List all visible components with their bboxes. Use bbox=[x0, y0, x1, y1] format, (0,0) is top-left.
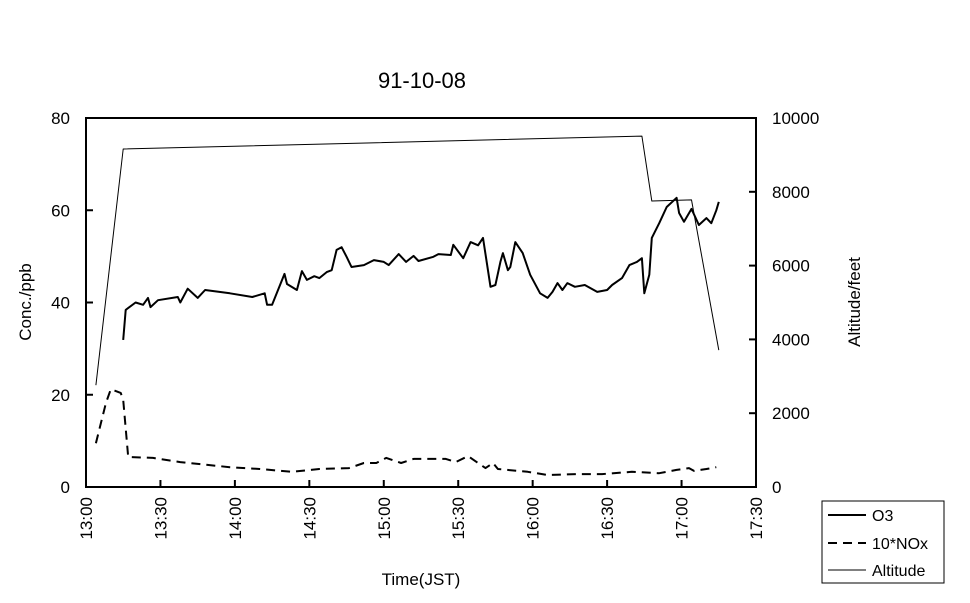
y2-axis-label: Altitude/feet bbox=[845, 257, 864, 347]
y2-tick-label: 0 bbox=[772, 478, 781, 497]
y-tick-label: 60 bbox=[51, 201, 70, 220]
x-tick-label: 17:00 bbox=[673, 497, 692, 540]
plot-area bbox=[85, 117, 757, 488]
series-line-o3 bbox=[122, 196, 720, 340]
y2-tick-label: 8000 bbox=[772, 183, 810, 202]
chart-title: 91-10-08 bbox=[378, 68, 466, 93]
legend-label-o3: O3 bbox=[872, 508, 893, 525]
x-tick-label: 16:30 bbox=[598, 497, 617, 540]
y-axis-label: Conc./ppb bbox=[16, 263, 35, 341]
y-tick-label: 20 bbox=[51, 386, 70, 405]
series-line-10-nox bbox=[94, 388, 717, 476]
x-tick-label: 14:30 bbox=[300, 497, 319, 540]
x-tick-label: 15:00 bbox=[375, 497, 394, 540]
x-tick-label: 14:00 bbox=[226, 497, 245, 540]
legend-label-altitude: Altitude bbox=[872, 563, 925, 580]
x-tick-label: 15:30 bbox=[449, 497, 468, 540]
y2-tick-label: 6000 bbox=[772, 257, 810, 276]
legend-label-nox: 10*NOx bbox=[872, 536, 928, 553]
y-tick-label: 80 bbox=[51, 109, 70, 128]
y-tick-label: 0 bbox=[61, 478, 70, 497]
legend: O3 10*NOx Altitude bbox=[821, 500, 945, 584]
series-line-altitude bbox=[95, 135, 720, 386]
x-axis-label: Time(JST) bbox=[382, 570, 461, 589]
x-tick-label: 13:30 bbox=[151, 497, 170, 540]
y2-tick-label: 10000 bbox=[772, 109, 819, 128]
y2-tick-label: 4000 bbox=[772, 330, 810, 349]
x-tick-label: 17:30 bbox=[747, 497, 766, 540]
y-tick-label: 40 bbox=[51, 294, 70, 313]
x-tick-label: 13:00 bbox=[77, 497, 96, 540]
x-tick-label: 16:00 bbox=[524, 497, 543, 540]
y2-tick-label: 2000 bbox=[772, 404, 810, 423]
